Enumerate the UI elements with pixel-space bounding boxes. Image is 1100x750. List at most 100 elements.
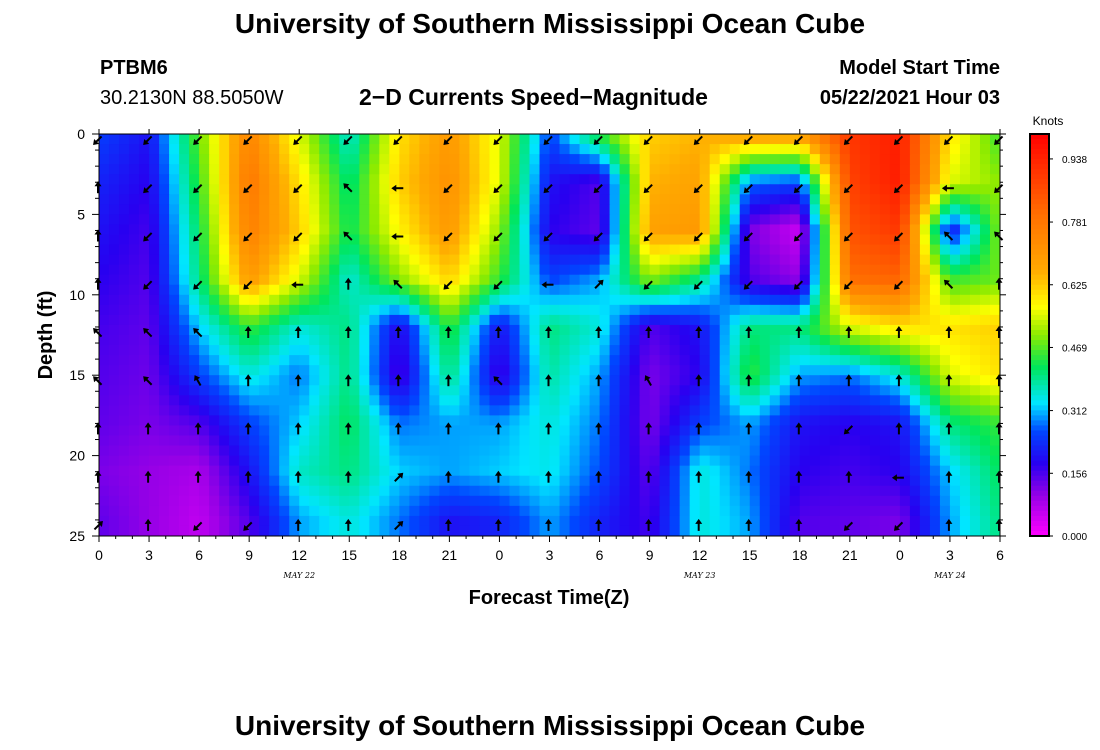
heatmap-cell — [169, 224, 180, 236]
heatmap-cell — [579, 234, 591, 246]
heatmap-cell — [629, 415, 641, 427]
heatmap-cell — [269, 335, 280, 346]
current-arrow — [995, 374, 1003, 387]
heatmap-cell — [719, 345, 731, 356]
heatmap-cell — [979, 224, 991, 236]
heatmap-cell — [739, 395, 751, 406]
heatmap-cell — [489, 224, 501, 236]
heatmap-cell — [959, 234, 971, 246]
heatmap-cell — [879, 164, 891, 175]
heatmap-cell — [459, 345, 471, 356]
heatmap-cell — [929, 284, 941, 296]
heatmap-cell — [949, 525, 961, 536]
heatmap-cell — [469, 365, 481, 376]
heatmap-cell — [199, 515, 210, 527]
heatmap-cell — [619, 415, 631, 427]
heatmap-cell — [629, 264, 641, 276]
heatmap-cell — [609, 314, 621, 326]
heatmap-cell — [99, 365, 110, 376]
heatmap-cell — [649, 505, 661, 517]
heatmap-cell — [979, 204, 991, 215]
heatmap-cell — [559, 204, 571, 215]
heatmap-cell — [609, 475, 621, 487]
heatmap-cell — [609, 345, 621, 356]
heatmap-cell — [349, 254, 360, 266]
heatmap-cell — [479, 134, 491, 145]
heatmap-cell — [969, 164, 981, 175]
heatmap-cell — [669, 274, 681, 286]
heatmap-cell — [519, 244, 531, 256]
heatmap-cell — [729, 184, 741, 195]
heatmap-cell — [519, 335, 531, 346]
colorbar-segment — [1030, 214, 1049, 221]
heatmap-cell — [239, 194, 250, 205]
heatmap-cell — [229, 515, 240, 527]
heatmap-cell — [829, 395, 841, 406]
heatmap-cell — [369, 134, 380, 145]
heatmap-cell — [129, 184, 140, 195]
heatmap-cell — [829, 475, 841, 487]
heatmap-cell — [729, 194, 741, 205]
heatmap-cell — [499, 395, 511, 406]
heatmap-cell — [689, 415, 701, 427]
heatmap-cell — [689, 244, 701, 256]
heatmap-cell — [419, 144, 430, 155]
heatmap-cell — [389, 465, 400, 477]
heatmap-cell — [739, 314, 751, 326]
heatmap-cell — [849, 455, 861, 467]
heatmap-cell — [459, 525, 471, 536]
heatmap-cell — [819, 264, 831, 276]
heatmap-cell — [329, 214, 340, 226]
heatmap-cell — [969, 284, 981, 296]
heatmap-cell — [869, 284, 881, 296]
heatmap-cell — [799, 495, 811, 507]
heatmap-cell — [119, 395, 130, 406]
heatmap-cell — [379, 314, 390, 326]
heatmap-cell — [579, 174, 591, 185]
heatmap-cell — [289, 415, 300, 427]
heatmap-cell — [719, 465, 731, 477]
heatmap-cell — [439, 375, 450, 386]
heatmap-cell — [469, 274, 481, 286]
heatmap-cell — [539, 485, 551, 497]
heatmap-layer — [99, 134, 1000, 536]
heatmap-cell — [769, 144, 781, 155]
heatmap-cell — [139, 385, 150, 396]
current-arrow — [393, 135, 403, 145]
heatmap-cell — [509, 274, 521, 286]
heatmap-cell — [569, 525, 581, 536]
heatmap-cell — [739, 465, 751, 477]
colorbar-segment — [1030, 450, 1049, 457]
heatmap-cell — [339, 505, 350, 517]
heatmap-cell — [979, 355, 991, 366]
heatmap-cell — [579, 395, 591, 406]
heatmap-cell — [239, 154, 250, 165]
heatmap-cell — [849, 525, 861, 536]
heatmap-cell — [909, 505, 921, 517]
heatmap-cell — [419, 224, 430, 236]
heatmap-cell — [399, 284, 410, 296]
heatmap-cell — [469, 335, 481, 346]
heatmap-cell — [289, 274, 300, 286]
heatmap-cell — [389, 355, 400, 366]
current-arrow — [845, 374, 853, 387]
heatmap-cell — [829, 375, 841, 386]
heatmap-cell — [279, 405, 290, 416]
heatmap-cell — [429, 274, 440, 286]
heatmap-cell — [569, 515, 581, 527]
heatmap-cell — [349, 154, 360, 165]
heatmap-cell — [989, 445, 1000, 457]
colorbar-segment — [1030, 465, 1049, 472]
heatmap-cell — [159, 495, 170, 507]
heatmap-cell — [349, 314, 360, 326]
heatmap-cell — [229, 294, 240, 306]
current-arrow — [444, 422, 452, 435]
heatmap-cell — [539, 194, 551, 205]
heatmap-cell — [779, 134, 791, 145]
heatmap-cell — [429, 264, 440, 276]
heatmap-cell — [989, 395, 1000, 406]
heatmap-cell — [429, 495, 440, 507]
heatmap-cell — [849, 324, 861, 336]
heatmap-cell — [779, 244, 791, 256]
heatmap-cell — [279, 335, 290, 346]
